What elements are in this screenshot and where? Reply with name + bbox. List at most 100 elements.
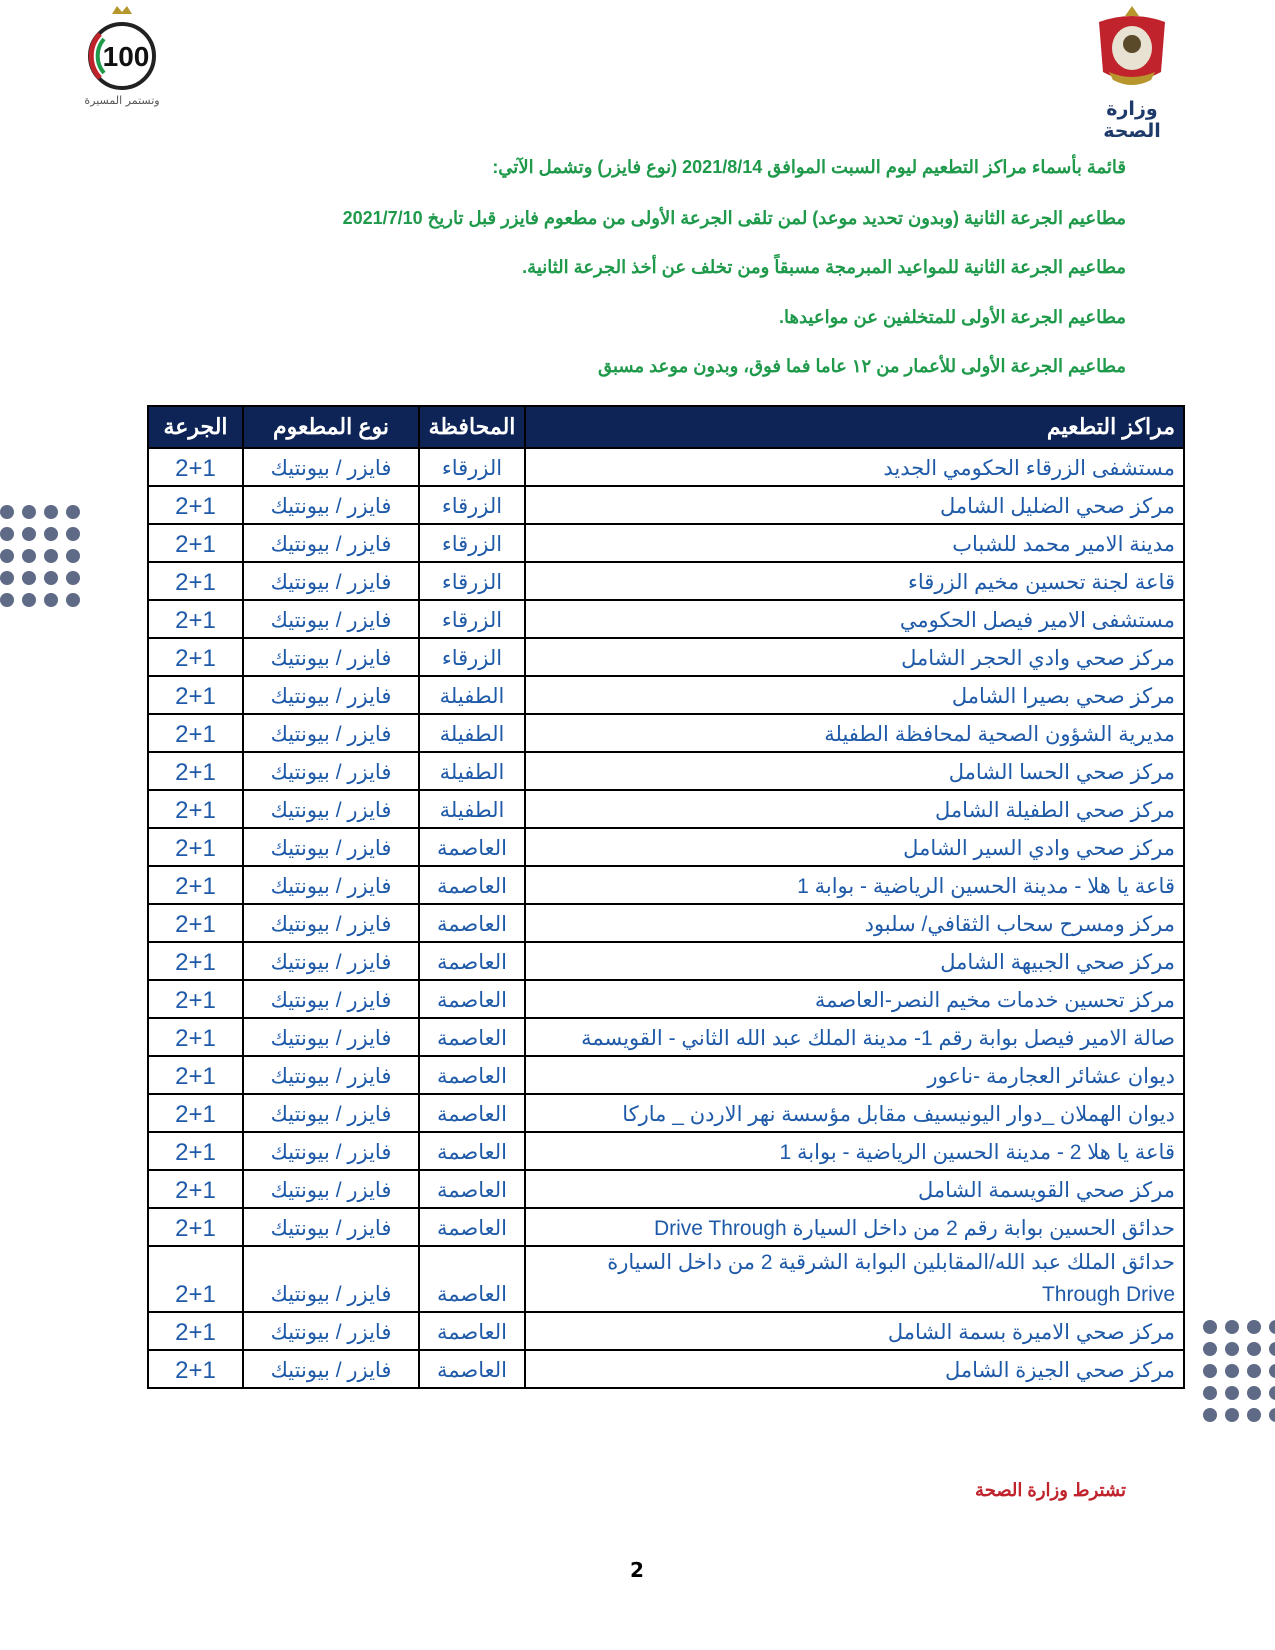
dot [0, 593, 14, 607]
dot [1203, 1342, 1217, 1356]
table-row: مركز صحي الضليل الشامل الزرقاء فايزر / بيو… [147, 485, 1185, 525]
vaccine-type-cell: فايزر / بيونتيك [242, 1169, 420, 1209]
decorative-dots-left [0, 505, 80, 607]
vaccine-type-cell: فايزر / بيونتيك [242, 447, 420, 487]
dot [44, 571, 58, 585]
dot [1225, 1386, 1239, 1400]
vaccine-type-cell: فايزر / بيونتيك [242, 1017, 420, 1057]
dot [44, 549, 58, 563]
dot [66, 593, 80, 607]
vaccine-type-cell: فايزر / بيونتيك [242, 675, 420, 715]
vaccine-type-cell: فايزر / بيونتيك [242, 713, 420, 753]
dose-cell: 2+1 [147, 751, 244, 791]
governorate-cell: العاصمة [418, 1311, 526, 1351]
vaccine-type-cell: فايزر / بيونتيك [242, 751, 420, 791]
center-name-cell: حدائق الحسين بوابة رقم 2 من داخل السيارة… [524, 1207, 1185, 1247]
center-name-cell: مركز صحي الضليل الشامل [524, 485, 1185, 525]
center-name-cell: مستشفى الزرقاء الحكومي الجديد [524, 447, 1185, 487]
governorate-cell: الزرقاء [418, 523, 526, 563]
vaccine-type-cell: فايزر / بيونتيك [242, 523, 420, 563]
dose-cell: 2+1 [147, 599, 244, 639]
table-row: مركز صحي الجبيهة الشامل العاصمة فايزر / بي… [147, 941, 1185, 981]
governorate-cell: العاصمة [418, 865, 526, 905]
table-row: مركز صحي القويسمة الشامل العاصمة فايزر / ب… [147, 1169, 1185, 1209]
table-row: مركز صحي الحسا الشامل الطفيلة فايزر / بيون… [147, 751, 1185, 791]
vaccine-type-cell: فايزر / بيونتيك [242, 1093, 420, 1133]
dot [1247, 1342, 1261, 1356]
table-row: قاعة يا هلا - مدينة الحسين الرياضية - بو… [147, 865, 1185, 905]
dose-cell: 2+1 [147, 1017, 244, 1057]
governorate-cell: العاصمة [418, 903, 526, 943]
dot [22, 549, 36, 563]
center-name-cell: مركز صحي بصيرا الشامل [524, 675, 1185, 715]
svg-text:100: 100 [103, 41, 150, 72]
vaccine-type-cell: فايزر / بيونتيك [242, 979, 420, 1019]
dot [44, 593, 58, 607]
dose-cell: 2+1 [147, 447, 244, 487]
dot [44, 505, 58, 519]
governorate-cell: العاصمة [418, 1093, 526, 1133]
dose-cell: 2+1 [147, 941, 244, 981]
vaccine-type-cell: فايزر / بيونتيك [242, 789, 420, 829]
vaccine-type-cell: فايزر / بيونتيك [242, 599, 420, 639]
dose-cell: 2+1 [147, 1311, 244, 1351]
dot [1269, 1320, 1275, 1334]
header-centers: مراكز التطعيم [524, 405, 1185, 449]
table-row: مدينة الامير محمد للشباب الزرقاء فايزر / ب… [147, 523, 1185, 563]
page-number: 2 [630, 1558, 644, 1582]
governorate-cell: العاصمة [418, 827, 526, 867]
ministry-name: وزارة الصحة [1103, 98, 1161, 142]
decorative-dots-right [1203, 1320, 1275, 1422]
header-governorate: المحافظة [418, 405, 526, 449]
center-name-cell: مركز صحي الاميرة بسمة الشامل [524, 1311, 1185, 1351]
intro-line: مطاعيم الجرعة الأولى للمتخلفين عن مواعيد… [778, 307, 1126, 327]
center-name-cell: ديوان الهملان _دوار اليونيسيف مقابل مؤسس… [524, 1093, 1185, 1133]
centennial-100-icon: 100 [88, 6, 156, 90]
center-name-cell: مركز صحي الحسا الشامل [524, 751, 1185, 791]
dose-cell: 2+1 [147, 713, 244, 753]
dot [1225, 1408, 1239, 1422]
dose-cell: 2+1 [147, 523, 244, 563]
dot [44, 527, 58, 541]
intro-line: مطاعيم الجرعة الثانية (وبدون تحديد موعد)… [342, 208, 1126, 228]
table-row: مركز صحي بصيرا الشامل الطفيلة فايزر / بيون… [147, 675, 1185, 715]
header-vaccine-type: نوع المطعوم [242, 405, 420, 449]
table-row: مركز صحي الطفيلة الشامل الطفيلة فايزر / بي… [147, 789, 1185, 829]
dot [0, 527, 14, 541]
vaccine-type-cell: فايزر / بيونتيك [242, 1311, 420, 1351]
governorate-cell: العاصمة [418, 1349, 526, 1389]
governorate-cell: الطفيلة [418, 789, 526, 829]
dot [1247, 1320, 1261, 1334]
center-name-cell: ديوان عشائر العجارمة -ناعور [524, 1055, 1185, 1095]
dot [66, 549, 80, 563]
governorate-cell: العاصمة [418, 1131, 526, 1171]
logo-tagline: وتستمر المسيرة [84, 94, 160, 107]
table-row: مستشفى الزرقاء الحكومي الجديد الزرقاء فايز… [147, 447, 1185, 487]
dot [0, 549, 14, 563]
dose-cell: 2+1 [147, 1169, 244, 1209]
table-header-row: مراكز التطعيم المحافظة نوع المطعوم الجرع… [147, 405, 1185, 449]
vaccine-type-cell: فايزر / بيونتيك [242, 827, 420, 867]
dot [0, 505, 14, 519]
table-row: حدائق الملك عبد الله/المقابلين البوابة ا… [147, 1245, 1185, 1313]
dose-cell: 2+1 [147, 675, 244, 715]
table-row: ديوان الهملان _دوار اليونيسيف مقابل مؤسس… [147, 1093, 1185, 1133]
dot [22, 571, 36, 585]
dose-cell: 2+1 [147, 979, 244, 1019]
dot [66, 505, 80, 519]
dose-cell: 2+1 [147, 1349, 244, 1389]
vaccine-type-cell: فايزر / بيونتيك [242, 865, 420, 905]
center-name-cell: حدائق الملك عبد الله/المقابلين البوابة ا… [524, 1245, 1185, 1313]
jordan-coat-of-arms-icon [1099, 6, 1165, 85]
dose-cell: 2+1 [147, 789, 244, 829]
dot [0, 571, 14, 585]
center-name-cell: مركز صحي الجبيهة الشامل [524, 941, 1185, 981]
center-name-cell: مستشفى الامير فيصل الحكومي [524, 599, 1185, 639]
governorate-cell: الزرقاء [418, 637, 526, 677]
governorate-cell: الزرقاء [418, 447, 526, 487]
governorate-cell: العاصمة [418, 941, 526, 981]
intro-line: مطاعيم الجرعة الثانية للمواعيد المبرمجة … [522, 257, 1126, 277]
vaccine-type-cell: فايزر / بيونتيك [242, 485, 420, 525]
governorate-cell: العاصمة [418, 979, 526, 1019]
dose-cell: 2+1 [147, 1245, 244, 1313]
